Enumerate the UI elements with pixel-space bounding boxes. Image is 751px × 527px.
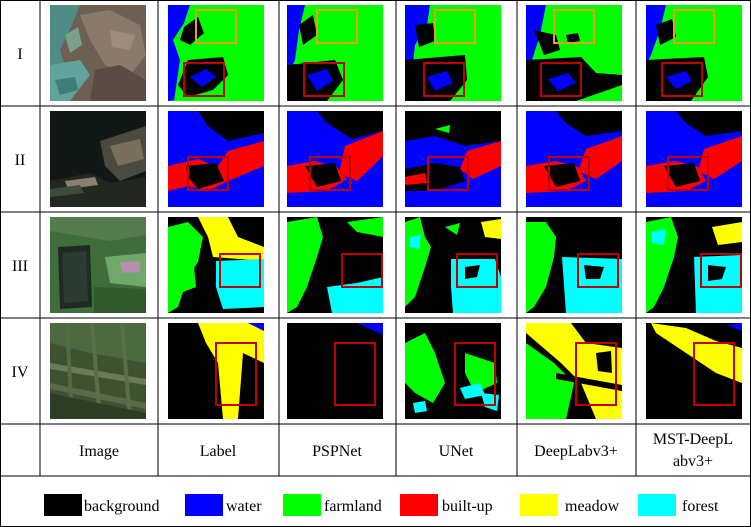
legend-swatch-water [185, 494, 223, 516]
segmentation-label-3 [168, 217, 264, 313]
legend-swatch-background [44, 494, 82, 516]
mst-result-4 [646, 323, 742, 419]
row-label-1: I [17, 46, 22, 63]
legend-label-meadow: meadow [565, 498, 620, 515]
col-label-label: Label [200, 443, 237, 460]
legend-label-farmland: farmland [324, 498, 382, 515]
mst-result-3 [646, 217, 742, 313]
col-label-unet: UNet [439, 443, 474, 460]
unet-result-1 [405, 5, 501, 101]
row-label-2: II [15, 152, 26, 169]
legend-swatch-meadow [520, 494, 558, 516]
legend: background water farmland built-up meado… [44, 494, 719, 516]
deeplab-result-1 [526, 5, 622, 101]
col-label-image: Image [79, 443, 119, 460]
legend-label-built-up: built-up [442, 498, 493, 515]
row-label-4: IV [12, 364, 29, 381]
col-label-deeplab: DeepLabv3+ [534, 443, 618, 460]
deeplab-result-2 [526, 111, 622, 207]
unet-result-3 [405, 217, 501, 313]
legend-swatch-farmland [283, 494, 321, 516]
legend-label-water: water [226, 498, 262, 515]
col-label-pspnet: PSPNet [312, 443, 362, 460]
pspnet-result-3 [287, 217, 383, 313]
col-label-mst-line2: abv3+ [673, 453, 713, 470]
unet-result-4 [405, 323, 501, 419]
pspnet-result-2 [287, 111, 383, 207]
satellite-image-1 [50, 5, 146, 101]
satellite-image-2 [50, 111, 146, 207]
mst-result-1 [646, 5, 742, 101]
segmentation-label-4 [168, 323, 264, 419]
segmentation-label-2 [168, 111, 264, 207]
pspnet-result-4 [287, 323, 383, 419]
col-label-mst-line1: MST-DeepL [653, 431, 733, 448]
deeplab-result-3 [526, 217, 622, 313]
satellite-image-4 [50, 323, 146, 419]
legend-label-forest: forest [682, 498, 719, 515]
satellite-image-3 [50, 217, 146, 313]
mst-result-2 [646, 111, 742, 207]
legend-swatch-built-up [400, 494, 438, 516]
deeplab-result-4 [526, 323, 622, 419]
legend-label-background: background [84, 498, 160, 515]
row-label-3: III [12, 258, 28, 275]
legend-swatch-forest [638, 494, 676, 516]
pspnet-result-1 [287, 5, 383, 101]
segmentation-label-1 [168, 5, 264, 101]
unet-result-2 [405, 111, 501, 207]
